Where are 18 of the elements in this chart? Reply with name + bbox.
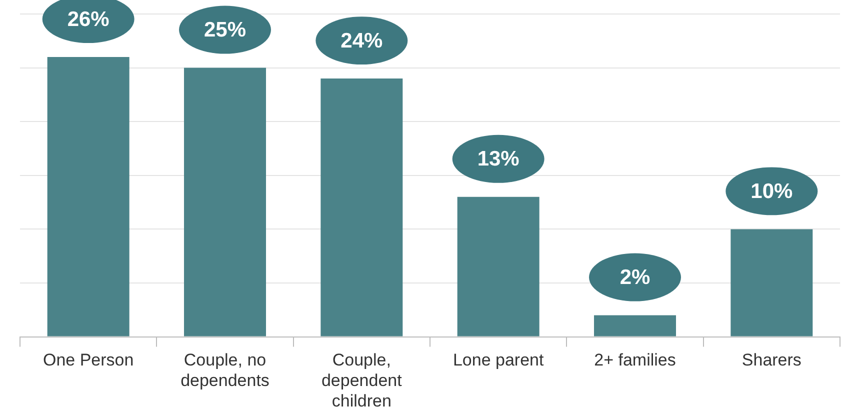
bar <box>594 315 676 336</box>
bar <box>457 196 540 336</box>
x-tick-label: Couple, no dependents <box>180 350 270 390</box>
data-label: 26% <box>67 8 110 31</box>
x-tick-label: 2+ families <box>594 350 676 370</box>
bar <box>184 68 266 336</box>
data-label: 10% <box>750 180 794 203</box>
bar <box>730 229 813 336</box>
x-tick-label: Lone parent <box>452 350 544 370</box>
data-label: 24% <box>340 29 384 52</box>
data-label: 25% <box>204 18 246 42</box>
bar <box>320 78 403 336</box>
x-tick-label: Sharers <box>742 350 802 370</box>
data-label: 2% <box>620 266 650 290</box>
x-tick-label: One Person <box>42 350 134 370</box>
x-tick-label: Couple, dependent children <box>321 350 402 410</box>
data-label: 13% <box>477 148 520 171</box>
bar <box>47 57 130 336</box>
